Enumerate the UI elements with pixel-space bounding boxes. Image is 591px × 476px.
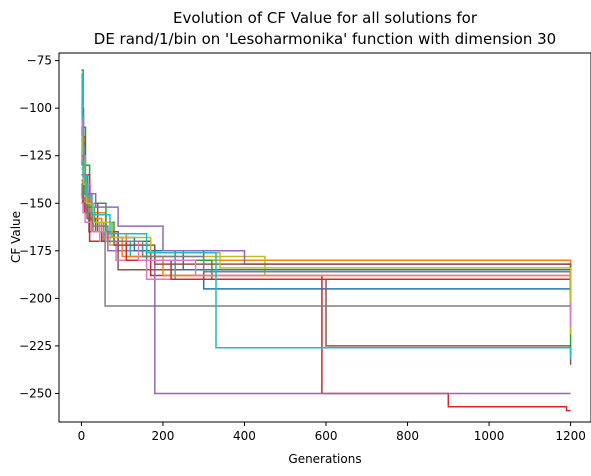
x-tick-label: 600 [315, 429, 338, 443]
series-line-19 [81, 168, 572, 303]
x-tick-label: 0 [78, 429, 86, 443]
series-line-18 [81, 179, 572, 297]
x-axis-label: Generations [288, 452, 361, 466]
series-line-17 [81, 202, 572, 327]
series-line-13 [81, 173, 572, 286]
x-tick-label: 200 [152, 429, 175, 443]
x-tick-label: 1200 [555, 429, 586, 443]
series-line-15 [81, 154, 572, 272]
chart-title-line2: DE rand/1/bin on 'Lesoharmonika' functio… [94, 30, 556, 48]
y-axis-label: CF Value [9, 211, 23, 263]
chart-title-line1: Evolution of CF Value for all solutions … [173, 9, 478, 27]
y-tick-label: −125 [19, 149, 52, 163]
y-tick-label: −175 [19, 244, 52, 258]
ticks-layer: 0 200 400 600 800 1000 1200 −75 −100 −125 −150 −175… [19, 54, 586, 443]
x-tick-label: 1000 [474, 429, 505, 443]
y-tick-label: −100 [19, 101, 52, 115]
series-line-20 [81, 160, 572, 360]
plot-frame [58, 52, 591, 423]
x-tick-label: 400 [233, 429, 256, 443]
x-tick-label: 800 [396, 429, 419, 443]
series-line-4 [81, 107, 571, 412]
y-tick-label: −225 [19, 339, 52, 353]
y-tick-label: −150 [19, 196, 52, 210]
y-tick-label: −75 [27, 54, 52, 68]
series-layer [81, 69, 572, 412]
y-tick-label: −200 [19, 291, 52, 305]
y-tick-label: −250 [19, 386, 52, 400]
